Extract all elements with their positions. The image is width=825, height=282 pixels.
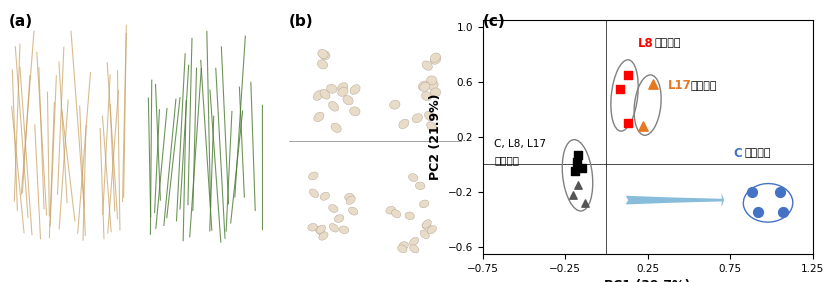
- Ellipse shape: [410, 245, 419, 253]
- Y-axis label: PC2 (21.9%): PC2 (21.9%): [429, 94, 442, 180]
- Ellipse shape: [316, 225, 326, 233]
- Ellipse shape: [428, 81, 438, 90]
- Text: （湿潤）: （湿潤）: [494, 155, 519, 165]
- Ellipse shape: [398, 245, 407, 253]
- Ellipse shape: [420, 82, 430, 91]
- X-axis label: PC1 (39.7%): PC1 (39.7%): [605, 279, 691, 282]
- Text: C: C: [53, 247, 62, 260]
- Ellipse shape: [318, 232, 328, 240]
- Ellipse shape: [386, 206, 395, 214]
- Ellipse shape: [318, 49, 328, 59]
- Ellipse shape: [422, 61, 432, 70]
- Ellipse shape: [320, 89, 330, 99]
- Ellipse shape: [350, 107, 360, 116]
- Ellipse shape: [427, 122, 436, 131]
- Ellipse shape: [308, 223, 318, 231]
- Point: [621, 121, 634, 125]
- Ellipse shape: [314, 91, 323, 100]
- Point: [578, 201, 592, 205]
- Text: C, L8, L17: C, L8, L17: [494, 139, 546, 149]
- Point: [575, 166, 588, 171]
- Ellipse shape: [422, 222, 431, 230]
- Text: （千旱）: （千旱）: [691, 81, 717, 91]
- Point: [568, 169, 582, 173]
- Ellipse shape: [314, 112, 324, 122]
- Ellipse shape: [427, 76, 437, 85]
- Ellipse shape: [431, 88, 441, 97]
- Ellipse shape: [425, 111, 435, 121]
- Ellipse shape: [430, 53, 441, 62]
- Ellipse shape: [431, 55, 441, 64]
- Ellipse shape: [320, 192, 329, 200]
- Text: （千旱）: （千旱）: [654, 38, 681, 48]
- Ellipse shape: [319, 51, 330, 60]
- Ellipse shape: [328, 204, 338, 212]
- Point: [572, 183, 585, 187]
- Ellipse shape: [392, 210, 401, 218]
- Ellipse shape: [327, 84, 337, 93]
- Point: [773, 190, 786, 194]
- Ellipse shape: [389, 100, 400, 109]
- Ellipse shape: [398, 119, 409, 129]
- Text: 灌: 灌: [266, 85, 272, 95]
- Ellipse shape: [427, 226, 436, 234]
- Ellipse shape: [422, 92, 431, 101]
- Ellipse shape: [422, 220, 431, 228]
- Ellipse shape: [334, 215, 344, 222]
- Ellipse shape: [329, 224, 338, 232]
- Point: [572, 152, 585, 157]
- Ellipse shape: [409, 237, 418, 246]
- Text: (c): (c): [483, 14, 506, 29]
- Text: C: C: [328, 27, 337, 40]
- Ellipse shape: [318, 60, 328, 69]
- Ellipse shape: [418, 81, 429, 90]
- Point: [636, 124, 649, 128]
- Text: L8: L8: [638, 37, 653, 50]
- Text: 旱: 旱: [266, 174, 272, 184]
- Text: (b): (b): [289, 14, 314, 29]
- Ellipse shape: [309, 189, 318, 197]
- Text: L8: L8: [204, 247, 221, 260]
- Ellipse shape: [419, 200, 429, 208]
- Ellipse shape: [328, 102, 338, 111]
- Point: [752, 210, 765, 215]
- Text: L17: L17: [667, 79, 691, 92]
- Text: L8: L8: [405, 27, 422, 40]
- Text: 灌
潤: 灌 潤: [292, 73, 298, 92]
- Ellipse shape: [339, 226, 349, 234]
- Ellipse shape: [346, 196, 356, 204]
- Ellipse shape: [412, 114, 422, 123]
- Text: (a): (a): [8, 14, 32, 29]
- Point: [613, 86, 626, 91]
- Ellipse shape: [315, 226, 324, 235]
- Point: [646, 82, 659, 87]
- Text: C: C: [733, 147, 742, 160]
- Ellipse shape: [416, 182, 425, 190]
- Text: 旱
干: 旱 干: [292, 195, 298, 214]
- Point: [567, 192, 580, 197]
- Ellipse shape: [337, 87, 348, 96]
- Point: [776, 210, 790, 215]
- Ellipse shape: [399, 242, 408, 249]
- Ellipse shape: [331, 123, 342, 133]
- Text: （千旱）: （千旱）: [745, 148, 771, 158]
- Ellipse shape: [345, 193, 354, 201]
- Point: [570, 159, 583, 164]
- Ellipse shape: [350, 85, 361, 94]
- Point: [745, 190, 758, 194]
- Ellipse shape: [337, 83, 348, 92]
- Ellipse shape: [309, 172, 318, 180]
- Ellipse shape: [420, 230, 429, 239]
- Ellipse shape: [343, 96, 353, 105]
- Point: [621, 72, 634, 77]
- Ellipse shape: [405, 212, 414, 220]
- Ellipse shape: [348, 207, 358, 215]
- Ellipse shape: [408, 174, 418, 181]
